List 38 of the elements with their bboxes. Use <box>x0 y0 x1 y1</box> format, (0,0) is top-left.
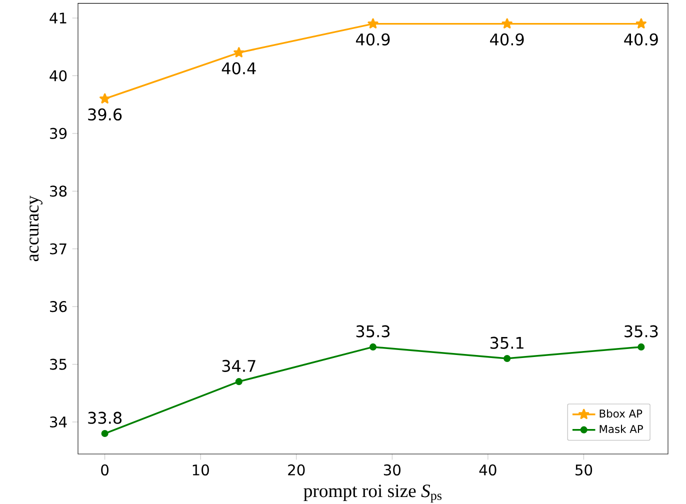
y-axis-title: accuracy <box>30 196 42 262</box>
x-axis-title: prompt roi size S$_{ps}$ <box>304 484 442 503</box>
point <box>502 18 512 28</box>
point <box>101 430 108 438</box>
x-tick-label: 20 <box>288 464 305 476</box>
legend-label: Bbox AP <box>600 409 642 418</box>
point <box>369 343 377 350</box>
point <box>504 354 511 362</box>
x-tick-label: 40 <box>479 464 496 476</box>
y-tick-label: 39 <box>50 128 67 139</box>
point <box>636 18 646 28</box>
data-label: 35.1 <box>490 336 524 349</box>
y-tick-label: 38 <box>50 186 67 197</box>
y-tick-label: 40 <box>50 70 67 82</box>
point <box>638 343 645 350</box>
data-label: 35.3 <box>356 325 390 338</box>
legend-label: Mask AP <box>600 424 643 434</box>
x-tick-label: 50 <box>576 464 592 476</box>
x-tick-label: 0 <box>101 464 108 476</box>
data-label: 34.7 <box>222 360 256 372</box>
data-label: 35.3 <box>624 325 658 338</box>
point <box>234 47 244 58</box>
x-tick-label: 10 <box>192 464 209 476</box>
data-label: 40.9 <box>356 33 390 46</box>
x-tick-label: 30 <box>384 464 400 476</box>
y-tick-label: 41 <box>50 12 66 24</box>
y-tick-label: 36 <box>50 301 67 312</box>
y-tick-label: 37 <box>50 243 66 254</box>
data-label: 39.6 <box>88 108 122 121</box>
point <box>368 18 378 28</box>
y-tick-label: 35 <box>50 358 66 370</box>
y-tick-label: 34 <box>50 416 67 428</box>
point <box>100 93 110 104</box>
point <box>235 378 242 386</box>
data-label: 40.9 <box>490 33 524 46</box>
data-label: 40.9 <box>624 33 658 46</box>
data-label: 33.8 <box>88 412 122 424</box>
data-label: 40.4 <box>222 62 256 74</box>
